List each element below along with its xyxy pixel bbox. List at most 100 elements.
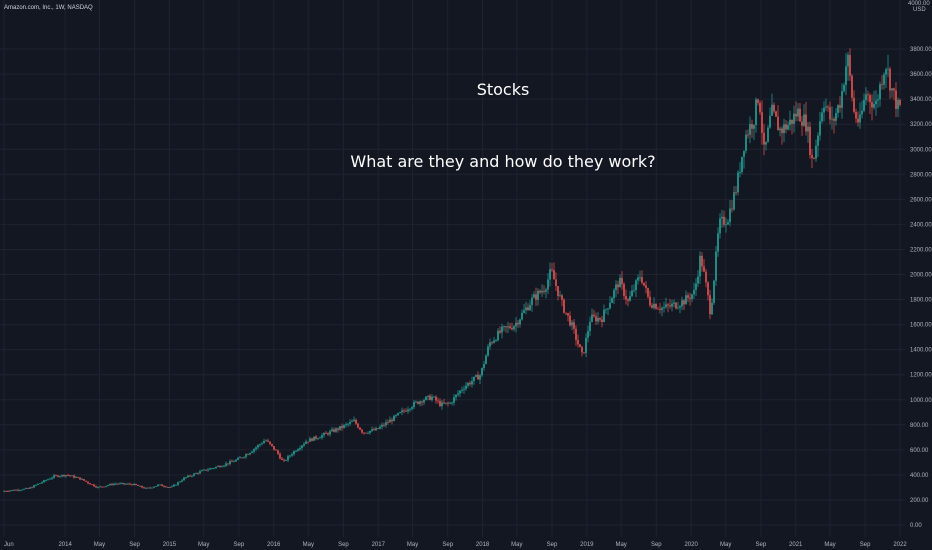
candle-body: [391, 419, 393, 422]
candle-body: [569, 315, 571, 326]
time-tick-label: 2022: [893, 542, 907, 548]
candle-body: [187, 475, 189, 478]
candle-body: [541, 290, 543, 293]
time-axis[interactable]: Jun 2014 May Sep 2015 May Sep 2016 May Sep 2017 May…: [4, 542, 907, 548]
candle-body: [201, 470, 203, 472]
candle-body: [361, 429, 363, 433]
candle-body: [749, 124, 751, 135]
candle-body: [789, 119, 791, 126]
candle-body: [77, 477, 79, 478]
candle-body: [491, 342, 493, 344]
candle-body: [767, 127, 769, 142]
candle-body: [335, 428, 337, 432]
candle-body: [279, 453, 281, 459]
time-tick-label: Sep: [442, 542, 453, 548]
candle-body: [357, 423, 359, 428]
candle-body: [159, 484, 161, 486]
candle-body: [741, 156, 743, 173]
candle-body: [221, 466, 223, 468]
candle-body: [611, 298, 613, 303]
candle-body: [867, 94, 869, 96]
candle-body: [755, 99, 757, 126]
candle-body: [519, 319, 521, 325]
price-tick-label: 2400.00: [910, 222, 932, 228]
candle-body: [289, 455, 291, 457]
candle-body: [657, 308, 659, 310]
candle-body: [487, 346, 489, 356]
candle-body: [71, 475, 73, 477]
candle-body: [247, 454, 249, 456]
candle-body: [141, 485, 143, 488]
candle-body: [539, 290, 541, 293]
candle-body: [233, 461, 235, 463]
candle-body: [161, 484, 163, 487]
candle-body: [513, 326, 515, 330]
candle-body: [743, 150, 745, 157]
candle-body: [433, 396, 435, 398]
price-axis[interactable]: 0.00 200.00 400.00 600.00 800.00 1000.00 1200.…: [910, 47, 932, 529]
candle-body: [641, 277, 643, 283]
candle-body: [577, 339, 579, 345]
time-tick-label: Sep: [756, 542, 767, 548]
candle-body: [531, 297, 533, 306]
candle-body: [167, 487, 169, 488]
candle-body: [881, 84, 883, 86]
candle-body: [543, 290, 545, 292]
candle-body: [479, 375, 481, 380]
candle-body: [267, 440, 269, 442]
overlay-subtitle: What are they and how do they work?: [350, 152, 655, 171]
candle-body: [297, 449, 299, 452]
candle-body: [811, 155, 813, 159]
candle-body: [623, 284, 625, 296]
candle-body: [395, 415, 397, 416]
candle-body: [679, 306, 681, 308]
candle-body: [99, 486, 101, 488]
candle-body: [627, 299, 629, 301]
candle-body: [535, 294, 537, 300]
candle-body: [481, 367, 483, 376]
candle-body: [859, 114, 861, 123]
candle-body: [797, 108, 799, 117]
candle-body: [151, 487, 153, 489]
candle-body: [343, 424, 345, 428]
candle-body: [723, 216, 725, 225]
candle-body: [837, 105, 839, 114]
candle-body: [287, 456, 289, 461]
candle-body: [21, 489, 23, 491]
candle-body: [791, 119, 793, 124]
candle-body: [557, 286, 559, 296]
candle-body: [399, 412, 401, 414]
candle-body: [547, 279, 549, 290]
candle-body: [887, 68, 889, 70]
candle-body: [215, 466, 217, 469]
candle-body: [763, 132, 765, 145]
candle-body: [425, 396, 427, 401]
candle-body: [849, 54, 851, 76]
candle-body: [319, 437, 321, 439]
candle-body: [303, 443, 305, 446]
candle-body: [609, 302, 611, 309]
candle-body: [585, 337, 587, 353]
candle-body: [165, 486, 167, 488]
candle-body: [863, 100, 865, 111]
time-tick-label: May: [407, 542, 418, 548]
candle-body: [865, 94, 867, 101]
candle-body: [135, 483, 137, 486]
candle-body: [89, 483, 91, 485]
candle-body: [45, 480, 47, 481]
candle-body: [415, 401, 417, 403]
time-tick-label: May: [94, 542, 105, 548]
time-tick-label: 2020: [684, 542, 698, 548]
candle-body: [387, 422, 389, 424]
candle-body: [731, 208, 733, 210]
candle-body: [291, 454, 293, 456]
candle-body: [43, 480, 45, 483]
candle-body: [265, 440, 267, 442]
candle-body: [195, 473, 197, 474]
candle-body: [599, 317, 601, 320]
candle-body: [601, 319, 603, 322]
candle-body: [41, 482, 43, 484]
candle-body: [347, 423, 349, 425]
candle-body: [473, 376, 475, 382]
